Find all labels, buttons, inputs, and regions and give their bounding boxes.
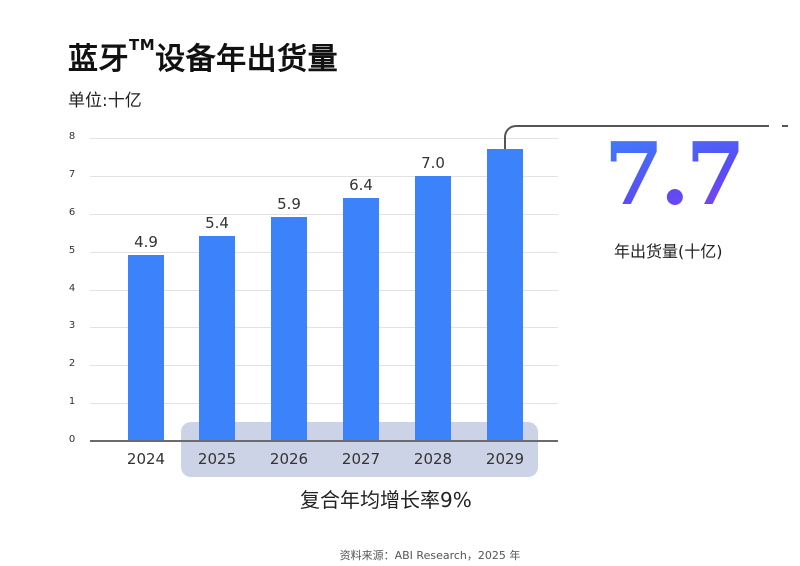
bar-2025 [199, 236, 235, 441]
bar-value-label: 5.9 [277, 195, 301, 213]
callout-connector-corner [504, 125, 518, 149]
y-tick: 0 [68, 434, 76, 445]
gridline-3 [90, 327, 558, 328]
source-note: 资料来源：ABI Research，2025 年 [339, 549, 521, 562]
gridline-4 [90, 290, 558, 291]
gridline-1 [90, 403, 558, 404]
y-tick: 4 [68, 283, 76, 294]
x-tick: 2029 [485, 450, 525, 468]
gridline-7 [90, 176, 558, 177]
bar-2026 [271, 217, 307, 441]
gridline-6 [90, 214, 558, 215]
bar-value-label: 4.9 [134, 233, 158, 251]
y-tick: 2 [68, 358, 76, 369]
title-prefix: 蓝牙 [68, 42, 129, 77]
trademark-mark: TM [129, 36, 156, 54]
x-tick: 2028 [413, 450, 453, 468]
bar-2027 [343, 198, 379, 441]
cagr-label: 复合年均增长率9% [300, 488, 472, 512]
gridline-2 [90, 365, 558, 366]
y-tick: 3 [68, 320, 76, 331]
gridline-8 [90, 138, 558, 139]
callout-big-value: 7.7 [604, 124, 746, 225]
y-tick: 5 [68, 245, 76, 256]
callout-label: 年出货量(十亿) [614, 242, 723, 261]
y-tick: 8 [68, 131, 76, 142]
x-tick: 2026 [269, 450, 309, 468]
gridline-5 [90, 252, 558, 253]
y-tick: 7 [68, 169, 76, 180]
x-tick: 2024 [126, 450, 166, 468]
callout-connector-line [517, 125, 769, 127]
title-suffix: 设备年出货量 [155, 42, 339, 77]
bar-value-label: 7.0 [421, 154, 445, 172]
chart-title: 蓝牙TM设备年出货量 [68, 34, 338, 78]
bar-value-label: 5.4 [205, 214, 229, 232]
bar-value-label: 6.4 [349, 176, 373, 194]
callout-connector-dash [782, 125, 788, 127]
x-axis-line [90, 440, 558, 442]
y-tick: 6 [68, 207, 76, 218]
bar-2024 [128, 255, 164, 441]
x-tick: 2025 [197, 450, 237, 468]
bar-2029 [487, 149, 523, 441]
x-tick: 2027 [341, 450, 381, 468]
chart-subtitle: 单位:十亿 [68, 91, 142, 111]
bar-2028 [415, 176, 451, 441]
y-tick: 1 [68, 396, 76, 407]
